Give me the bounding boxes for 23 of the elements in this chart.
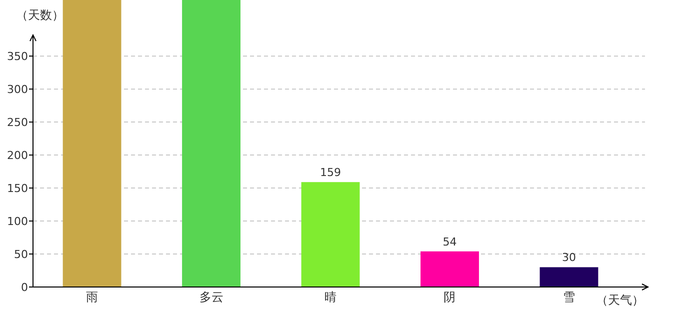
bar xyxy=(420,251,479,287)
data-label: 159 xyxy=(320,166,341,180)
data-label: 30 xyxy=(562,251,576,264)
bar xyxy=(62,0,122,287)
x-tick-label: 多云 xyxy=(199,290,224,304)
bar xyxy=(182,0,240,287)
y-tick-label: 150 xyxy=(7,182,28,195)
y-tick-label: 100 xyxy=(7,214,28,228)
x-tick-label: 晴 xyxy=(324,290,336,304)
y-tick-label: 200 xyxy=(7,148,28,162)
y-tick-label: 350 xyxy=(7,50,28,63)
x-tick-label: 雪 xyxy=(562,290,575,304)
x-axis-title: （天气） xyxy=(596,293,644,307)
x-tick-label: 雨 xyxy=(86,290,98,304)
y-tick-label: 300 xyxy=(7,82,28,96)
x-tick-label: 阴 xyxy=(444,290,456,304)
y-tick-label: 0 xyxy=(21,280,28,294)
bar xyxy=(540,267,598,287)
bar xyxy=(301,182,360,287)
data-label: 54 xyxy=(442,235,457,248)
y-tick-label: 50 xyxy=(14,248,28,261)
y-axis-title: （天数） xyxy=(16,8,64,22)
y-tick-label: 250 xyxy=(7,116,28,129)
